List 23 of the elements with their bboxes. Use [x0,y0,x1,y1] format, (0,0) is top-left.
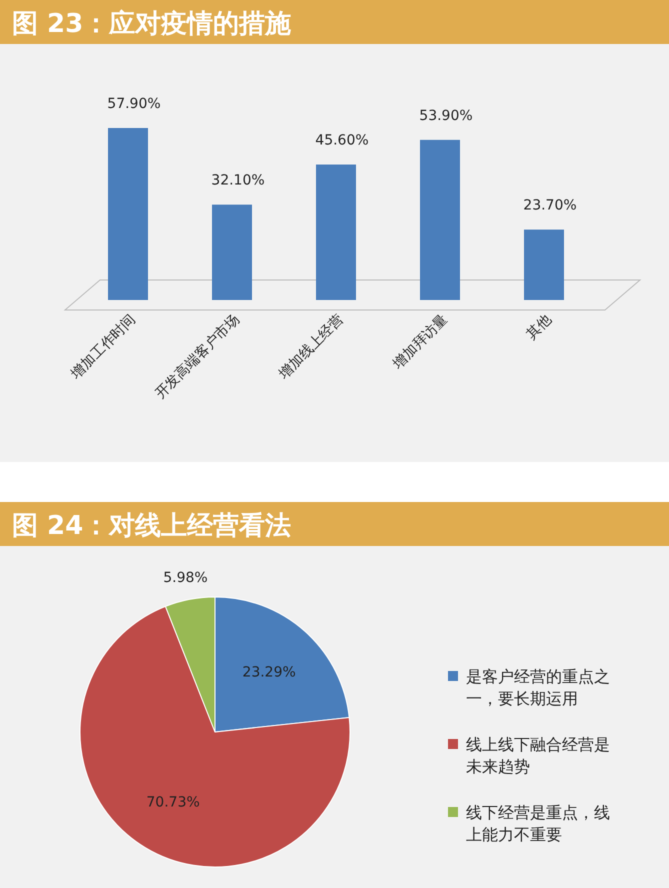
x-tick-label: 增加线上经营 [275,312,347,383]
data-label: 5.98% [163,570,208,586]
legend-label: 线上线下融合经营是未来趋势 [466,735,610,776]
x-tick-label: 增加拜访量 [389,312,451,374]
bar [108,128,148,300]
bar [212,204,252,300]
legend-label: 线下经营是重点，线上能力不重要 [466,803,610,844]
bar [524,230,564,300]
legend-label: 是客户经营的重点之一，要长期运用 [466,667,610,708]
x-tick-label: 其他 [524,312,555,343]
data-label: 70.73% [146,794,200,810]
data-label: 23.29% [242,664,296,681]
chart-title: 图 24：对线上经营看法 [12,511,292,541]
x-tick-label: 增加工作时间 [67,312,139,383]
x-tick-label: 开发高端客户市场 [152,312,243,402]
data-label: 53.90% [419,108,473,124]
bar [316,164,356,300]
chart-title: 图 23：应对疫情的措施 [12,9,292,39]
data-label: 32.10% [211,172,265,189]
data-label: 23.70% [523,198,577,214]
data-label: 57.90% [107,96,161,112]
data-label: 45.60% [315,132,369,149]
bar [420,140,460,300]
